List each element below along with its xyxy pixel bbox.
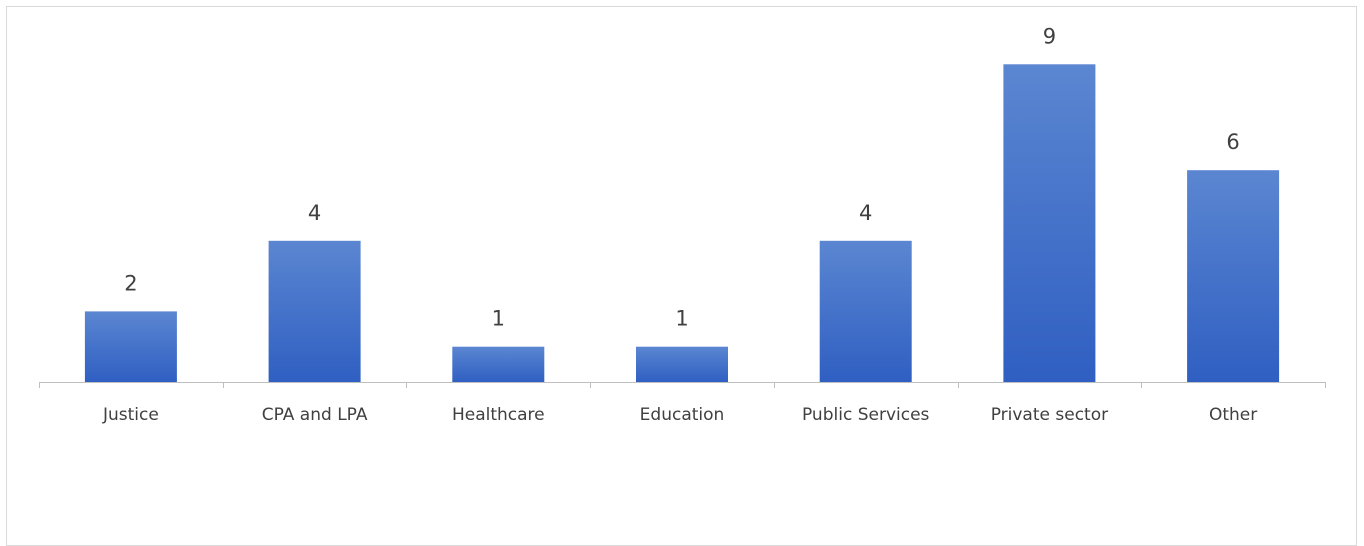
data-label: 1 <box>492 307 505 331</box>
bar-chart: 2 4 1 1 4 9 6 Justice CPA and LPA Healthcare Educ… <box>39 24 1326 425</box>
category-label: Healthcare <box>452 405 545 425</box>
x-axis <box>39 382 1326 388</box>
category-label: Education <box>640 405 725 425</box>
bar-healthcare <box>452 346 545 382</box>
bar-justice <box>84 311 177 382</box>
data-label: 4 <box>859 201 872 225</box>
chart-frame <box>6 6 1357 546</box>
category-label: Private sector <box>991 405 1108 425</box>
data-label: 6 <box>1226 130 1239 154</box>
category-label: Justice <box>102 405 159 425</box>
bar-other <box>1187 170 1280 382</box>
category-label: Other <box>1209 405 1257 425</box>
category-label: Public Services <box>802 405 930 425</box>
bars <box>84 64 1280 383</box>
data-label: 4 <box>308 201 321 225</box>
bar-public-services <box>819 240 912 382</box>
bar-education <box>636 346 728 382</box>
data-labels: 2 4 1 1 4 9 6 <box>124 24 1240 330</box>
bar-private-sector <box>1003 64 1096 383</box>
bar-cpa-and-lpa <box>268 240 361 382</box>
data-label: 1 <box>675 307 688 331</box>
data-label: 9 <box>1043 24 1056 48</box>
data-label: 2 <box>124 271 137 295</box>
category-labels: Justice CPA and LPA Healthcare Education Pub… <box>102 405 1257 425</box>
category-label: CPA and LPA <box>262 405 368 425</box>
